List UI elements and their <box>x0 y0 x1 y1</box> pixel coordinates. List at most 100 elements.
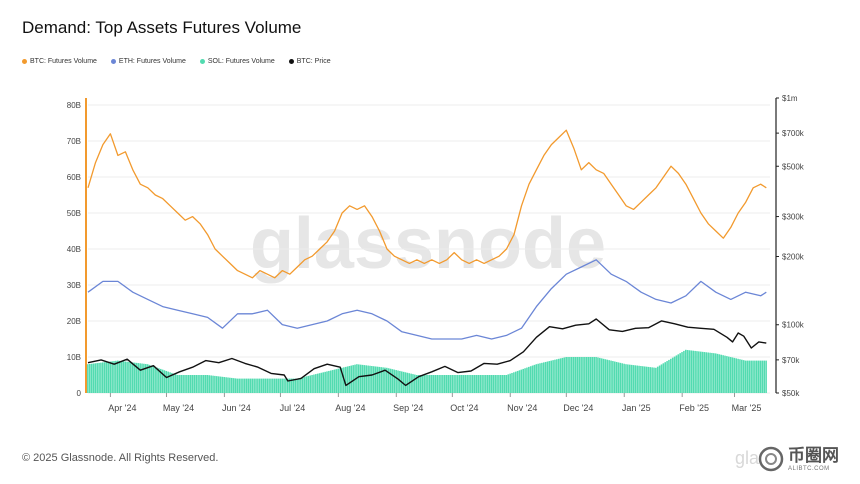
sol-volume-bar <box>273 378 276 393</box>
sol-volume-bar <box>563 357 566 393</box>
sol-volume-bar <box>124 361 127 393</box>
sol-volume-bar <box>326 371 328 393</box>
y-right-tick-label: $1m <box>782 94 798 103</box>
sol-volume-bar <box>727 356 730 393</box>
sol-volume-bar <box>296 378 298 393</box>
sol-volume-bar <box>671 357 674 393</box>
sol-volume-bar <box>516 370 519 393</box>
sol-volume-bar <box>752 360 754 393</box>
sol-volume-bar <box>421 375 424 393</box>
sol-volume-bar <box>737 358 739 393</box>
sol-volume-bar <box>193 375 196 393</box>
legend-dot-icon <box>288 59 294 64</box>
sol-volume-bar <box>668 359 670 393</box>
sol-volume-bar <box>352 365 354 393</box>
chart-plot: glassnode 0 10B 20B 30B 40B 50B 60B 70B 80B $50k $7… <box>67 94 805 413</box>
sol-volume-bar <box>202 375 205 393</box>
sol-volume-bar <box>298 378 300 393</box>
sol-volume-bar <box>303 376 306 393</box>
sol-volume-bar <box>244 378 246 393</box>
legend-label: BTC: Price <box>296 58 331 65</box>
legend-item-eth-volume[interactable]: ETH: Futures Volume <box>110 58 186 65</box>
sol-volume-bar <box>473 375 476 393</box>
sol-volume-bar <box>144 363 147 393</box>
x-tick-label: Sep '24 <box>393 403 423 413</box>
sol-volume-bar <box>600 358 603 393</box>
sol-volume-bar <box>744 360 747 393</box>
sol-volume-bar <box>301 377 304 393</box>
sol-volume-bar <box>658 365 661 393</box>
sol-volume-bar <box>617 362 620 393</box>
sol-volume-bar <box>696 351 698 393</box>
sol-volume-bar <box>613 361 616 393</box>
sol-volume-bar <box>574 357 577 393</box>
sol-volume-bar <box>636 365 638 393</box>
sol-volume-bar <box>182 375 184 393</box>
sol-volume-bar <box>113 361 115 393</box>
sol-volume-bar <box>537 363 539 393</box>
sol-volume-bar <box>526 367 528 393</box>
sol-volume-bar <box>440 375 442 393</box>
sol-volume-bar <box>94 363 97 393</box>
sol-volume-bar <box>264 378 267 393</box>
sol-volume-bar <box>432 375 435 393</box>
sol-volume-bar <box>683 350 685 393</box>
sol-volume-bar <box>604 359 607 393</box>
legend-item-btc-price[interactable]: BTC: Price <box>288 58 331 65</box>
sol-volume-bar <box>628 364 631 393</box>
sol-volume-bar <box>569 357 571 393</box>
sol-volume-bar <box>315 374 317 393</box>
legend-label: BTC: Futures Volume <box>30 58 97 65</box>
sol-volume-bar <box>544 361 547 393</box>
sol-volume-bar <box>376 366 379 393</box>
sol-volume-bar <box>406 372 409 393</box>
sol-volume-bar <box>363 365 366 393</box>
sol-volume-bar <box>382 367 384 393</box>
sol-volume-bar <box>602 358 605 393</box>
sol-volume-bar <box>655 367 657 393</box>
chart-legend: BTC: Futures Volume ETH: Futures Volume … <box>22 58 331 65</box>
sol-volume-bar <box>675 355 678 393</box>
sol-volume-bar <box>494 375 496 393</box>
sol-volume-bar <box>507 374 510 393</box>
sol-volume-bar <box>116 360 119 393</box>
sol-volume-bar <box>486 375 489 393</box>
sol-volume-bar <box>279 378 282 393</box>
sol-volume-bar <box>492 375 495 393</box>
sol-volume-bar <box>158 368 160 393</box>
sol-volume-bar <box>393 369 396 393</box>
sol-volume-bar <box>292 378 295 393</box>
sol-volume-bar <box>186 375 188 393</box>
sol-volume-bar <box>191 375 194 393</box>
sol-volume-bar <box>219 376 222 393</box>
sol-volume-bar <box>750 360 752 393</box>
y-right-tick-label: $200k <box>782 252 805 261</box>
sol-volume-bar <box>713 353 715 393</box>
sol-volume-bar <box>92 363 95 393</box>
sol-volume-bar <box>714 353 717 393</box>
sol-volume-bar <box>739 359 741 393</box>
sol-volume-bar <box>645 366 648 393</box>
sol-volume-bar <box>490 375 493 393</box>
sol-volume-bar <box>262 378 265 393</box>
sol-volume-bar <box>731 357 734 393</box>
y-left-tick-label: 30B <box>67 281 81 290</box>
sol-volume-bar <box>673 356 676 393</box>
x-tick-label: Mar '25 <box>732 403 762 413</box>
sol-volume-bar <box>208 375 211 393</box>
sol-volume-bar <box>266 378 269 393</box>
sol-volume-bar <box>414 374 416 393</box>
sol-volume-bar <box>268 378 270 393</box>
badge-url-text: ALIBTC.COM <box>788 465 830 472</box>
sol-volume-bar <box>518 370 521 393</box>
sol-volume-bar <box>539 363 541 393</box>
sol-volume-bar <box>703 352 706 393</box>
sol-volume-bar <box>230 377 233 393</box>
legend-item-sol-volume[interactable]: SOL: Futures Volume <box>199 58 275 65</box>
sol-volume-bar <box>436 375 439 393</box>
sol-volume-bar <box>415 375 418 393</box>
sol-volume-bar <box>724 355 726 393</box>
legend-item-btc-volume[interactable]: BTC: Futures Volume <box>22 58 97 65</box>
sol-volume-bar <box>642 366 644 393</box>
sol-volume-bar <box>371 366 373 393</box>
